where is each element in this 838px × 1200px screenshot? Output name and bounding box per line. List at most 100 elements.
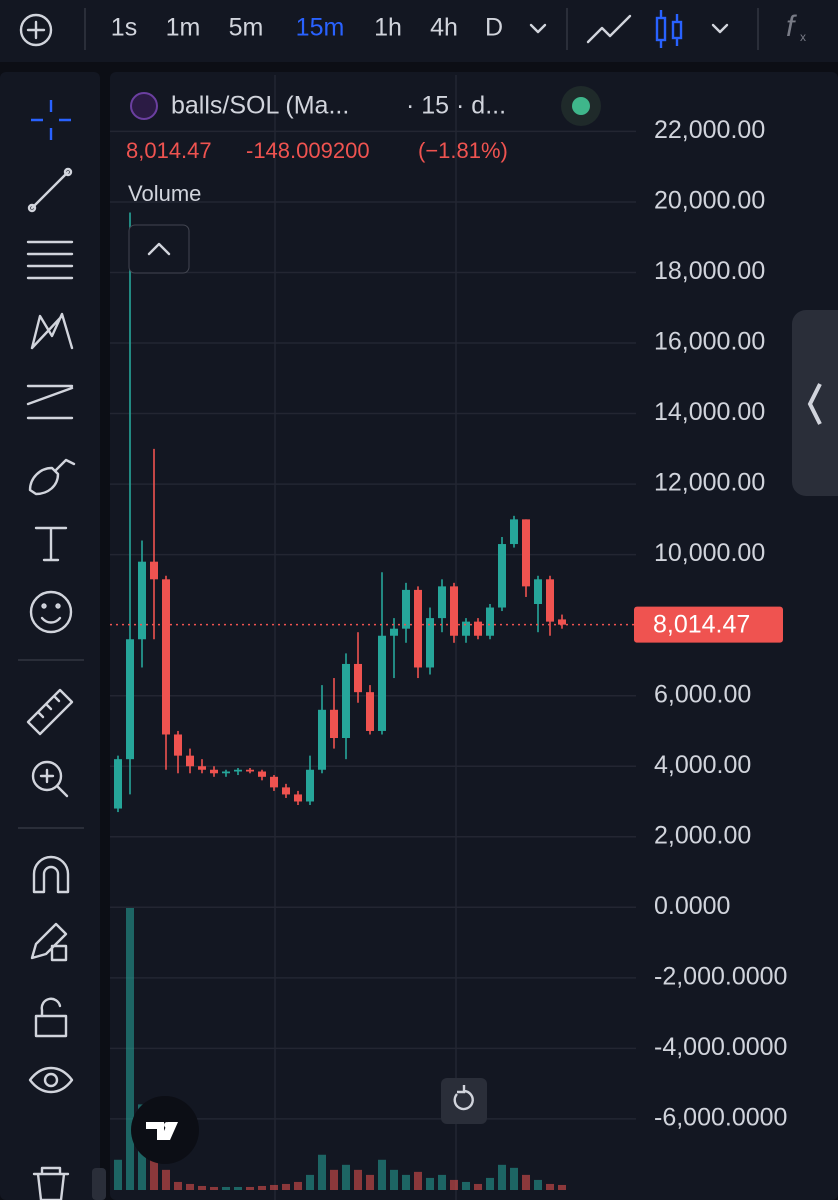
candle-body — [138, 561, 146, 640]
candle-body — [402, 589, 410, 629]
timeframe[interactable]: 1h — [374, 14, 402, 42]
candle-body — [186, 755, 194, 767]
volume-bar — [198, 1185, 206, 1190]
top-toolbar — [0, 0, 838, 62]
candle-body — [198, 766, 206, 770]
chart-panel — [110, 72, 838, 1200]
volume-bar — [498, 1164, 506, 1190]
chevron[interactable] — [711, 23, 729, 34]
status-dot — [572, 97, 590, 115]
candle-body — [174, 734, 182, 756]
last-value: 8,014.47 — [126, 138, 212, 163]
interval: · 15 · d... — [406, 92, 506, 120]
candle-body — [126, 639, 134, 760]
timeframe[interactable]: 15m — [296, 14, 345, 42]
volume-bar — [558, 1184, 566, 1190]
volume-bar — [402, 1174, 410, 1190]
volume-bar — [426, 1177, 434, 1190]
y-tick-label: 4,000.00 — [654, 751, 751, 779]
candle-body — [294, 794, 302, 802]
volume-bar — [246, 1186, 254, 1190]
volume-bar — [486, 1177, 494, 1190]
scroll-handle[interactable] — [92, 1168, 106, 1200]
timeframe[interactable]: 1m — [166, 14, 201, 42]
candle-body — [462, 621, 470, 636]
candle-body — [498, 544, 506, 608]
candle-body — [162, 579, 170, 735]
candle-body — [330, 709, 338, 739]
line-chart-button[interactable] — [586, 14, 632, 44]
y-tick-label: 14,000.00 — [654, 398, 765, 426]
timeframe[interactable]: 4h — [430, 14, 458, 42]
candle-body — [510, 519, 518, 545]
candle-button[interactable] — [655, 10, 683, 48]
candle-body — [450, 586, 458, 636]
legend: balls/SOL (Ma... · 15 · d... 8,014.47 -1… — [126, 86, 601, 274]
volume-bar — [354, 1169, 362, 1190]
change: -148.009200 — [246, 138, 370, 163]
candle-body — [354, 663, 362, 693]
candle-body — [306, 769, 314, 802]
volume-bar — [282, 1183, 290, 1190]
candle-body — [282, 787, 290, 795]
volume-bar — [126, 908, 134, 1190]
symbol[interactable]: balls/SOL (Ma... — [171, 92, 349, 120]
candle-body — [522, 519, 530, 587]
y-tick-label: -4,000.0000 — [654, 1033, 787, 1061]
volume-bar — [162, 1169, 170, 1190]
volume-bar — [510, 1167, 518, 1190]
volume-bar — [462, 1181, 470, 1190]
y-tick-label: 22,000.00 — [654, 116, 765, 144]
y-tick-label: 12,000.00 — [654, 469, 765, 497]
side-tab[interactable] — [792, 310, 838, 496]
candle-body — [234, 769, 242, 772]
timeframe[interactable]: 1s — [111, 14, 137, 42]
reset-button[interactable] — [441, 1078, 487, 1124]
symbol-logo — [130, 92, 158, 120]
candle-body — [378, 635, 386, 731]
tv-logo[interactable] — [131, 1096, 199, 1164]
add-button[interactable] — [19, 13, 53, 47]
volume-label: Volume — [128, 181, 201, 206]
candle-body — [258, 771, 266, 777]
timeframe[interactable]: D — [485, 14, 503, 42]
volume-bar — [474, 1183, 482, 1190]
volume-bar — [438, 1174, 446, 1190]
candle-body — [558, 619, 566, 625]
candle-body — [474, 621, 482, 636]
volume-bar — [378, 1159, 386, 1190]
fx-button[interactable]: f — [786, 10, 797, 43]
timeframe[interactable]: 5m — [229, 14, 264, 42]
candle-body — [270, 776, 278, 788]
volume-bar — [258, 1185, 266, 1190]
y-tick-label: 16,000.00 — [654, 328, 765, 356]
candle-body — [426, 618, 434, 668]
volume-bar — [306, 1174, 314, 1190]
volume-bar — [186, 1183, 194, 1190]
y-tick-label: 0.0000 — [654, 892, 730, 920]
chevron[interactable] — [529, 23, 547, 34]
candle-body — [114, 759, 122, 809]
candle-body — [414, 589, 422, 668]
collapse-button[interactable] — [128, 224, 190, 274]
candle-body — [210, 769, 218, 774]
candle-body — [150, 561, 158, 580]
candle-body — [486, 607, 494, 636]
y-tick-label: 10,000.00 — [654, 539, 765, 567]
candle-body — [366, 692, 374, 731]
volume-bar — [390, 1169, 398, 1190]
volume-bar — [522, 1174, 530, 1190]
candle-body — [390, 628, 398, 636]
candle-body — [318, 709, 326, 770]
volume-bar — [330, 1169, 338, 1190]
tool-icons[interactable] — [18, 100, 84, 1200]
plot: 22,000.00 20,000.00 18,000.00 16,000.00 14,0… — [110, 75, 787, 1200]
volume-bar — [546, 1183, 554, 1190]
price-tag — [634, 606, 783, 643]
candle-body — [534, 579, 542, 604]
y-tick-label: 6,000.00 — [654, 680, 751, 708]
y-tick-label: 2,000.00 — [654, 821, 751, 849]
y-tick-label: 20,000.00 — [654, 187, 765, 215]
